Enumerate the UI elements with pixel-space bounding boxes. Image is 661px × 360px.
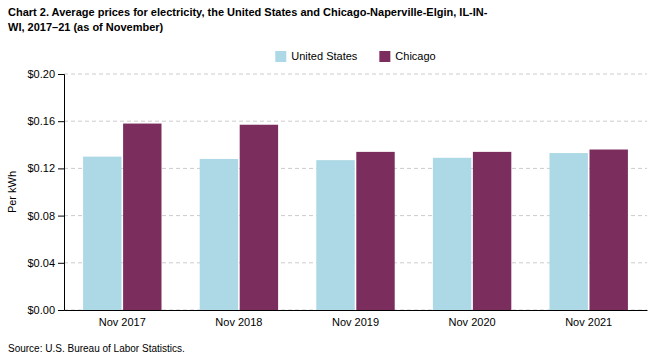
- legend-swatch: [275, 51, 286, 62]
- bar: [200, 159, 238, 310]
- y-tick-label: $0.00: [27, 304, 55, 316]
- bar: [83, 157, 121, 310]
- x-tick-label: Nov 2018: [215, 316, 262, 328]
- y-axis: $0.00 $0.04 $0.08 $0.12 $0.16 $0.20: [27, 68, 64, 316]
- y-tick-mark: [58, 121, 64, 122]
- x-tick-label: Nov 2019: [332, 316, 379, 328]
- x-tick: Nov 2019: [332, 316, 379, 328]
- title: Chart 2. Average prices for electricity,…: [8, 6, 488, 33]
- x-axis-line: [65, 310, 648, 311]
- bars: [83, 124, 628, 310]
- bar-series: [123, 124, 628, 310]
- bar: [549, 153, 587, 310]
- chart: Chart 2. Average prices for electricity,…: [0, 0, 661, 360]
- y-tick-label: $0.20: [27, 68, 55, 80]
- y-axis-line: [58, 75, 65, 311]
- bar: [433, 158, 471, 310]
- y-tick-mark: [58, 216, 64, 217]
- bar: [473, 152, 511, 310]
- bar: [316, 160, 354, 310]
- y-tick-mark: [58, 310, 64, 311]
- title-line: Chart 2. Average prices for electricity,…: [8, 6, 488, 18]
- bar: [123, 124, 161, 310]
- annotation: Source: U.S. Bureau of Labor Statistics.: [8, 343, 185, 354]
- y-tick: $0.12: [27, 162, 64, 174]
- x-tick-label: Nov 2017: [99, 316, 146, 328]
- grid-line: [64, 74, 647, 75]
- y-tick-mark: [58, 74, 64, 75]
- title-line: WI, 2017–21 (as of November): [8, 21, 164, 33]
- x-tick: Nov 2017: [99, 316, 146, 328]
- y-tick: $0.04: [27, 257, 64, 269]
- x-tick: Nov 2021: [565, 316, 612, 328]
- grid-line: [64, 121, 647, 122]
- legend: United States Chicago: [275, 50, 435, 62]
- bar: [356, 152, 394, 310]
- y-tick-label: $0.08: [27, 210, 55, 222]
- y-tick-label: $0.04: [27, 257, 55, 269]
- y-tick: $0.20: [27, 68, 64, 80]
- x-tick-label: Nov 2020: [449, 316, 496, 328]
- legend-label: United States: [291, 50, 358, 62]
- grid: [64, 74, 647, 310]
- legend-label: Chicago: [395, 50, 435, 62]
- y-tick: $0.08: [27, 210, 64, 222]
- y-tick: $0.00: [27, 304, 64, 316]
- bar: [240, 125, 278, 310]
- x-tick: Nov 2018: [215, 316, 262, 328]
- legend-item: United States: [275, 50, 358, 62]
- y-tick: $0.16: [27, 115, 64, 127]
- y-tick-label: $0.16: [27, 115, 55, 127]
- x-tick-label: Nov 2021: [565, 316, 612, 328]
- x-tick: Nov 2020: [449, 316, 496, 328]
- y-tick-mark: [58, 263, 64, 264]
- legend-item: Chicago: [379, 50, 435, 62]
- x-axis: Nov 2017 Nov 2018 Nov 2019 Nov 2020 Nov 2021: [65, 311, 648, 328]
- legend-swatch: [379, 51, 390, 62]
- bar: [590, 150, 628, 310]
- y-axis-title: Per kWh: [6, 171, 18, 213]
- y-tick-label: $0.12: [27, 162, 55, 174]
- y-tick-mark: [58, 168, 64, 169]
